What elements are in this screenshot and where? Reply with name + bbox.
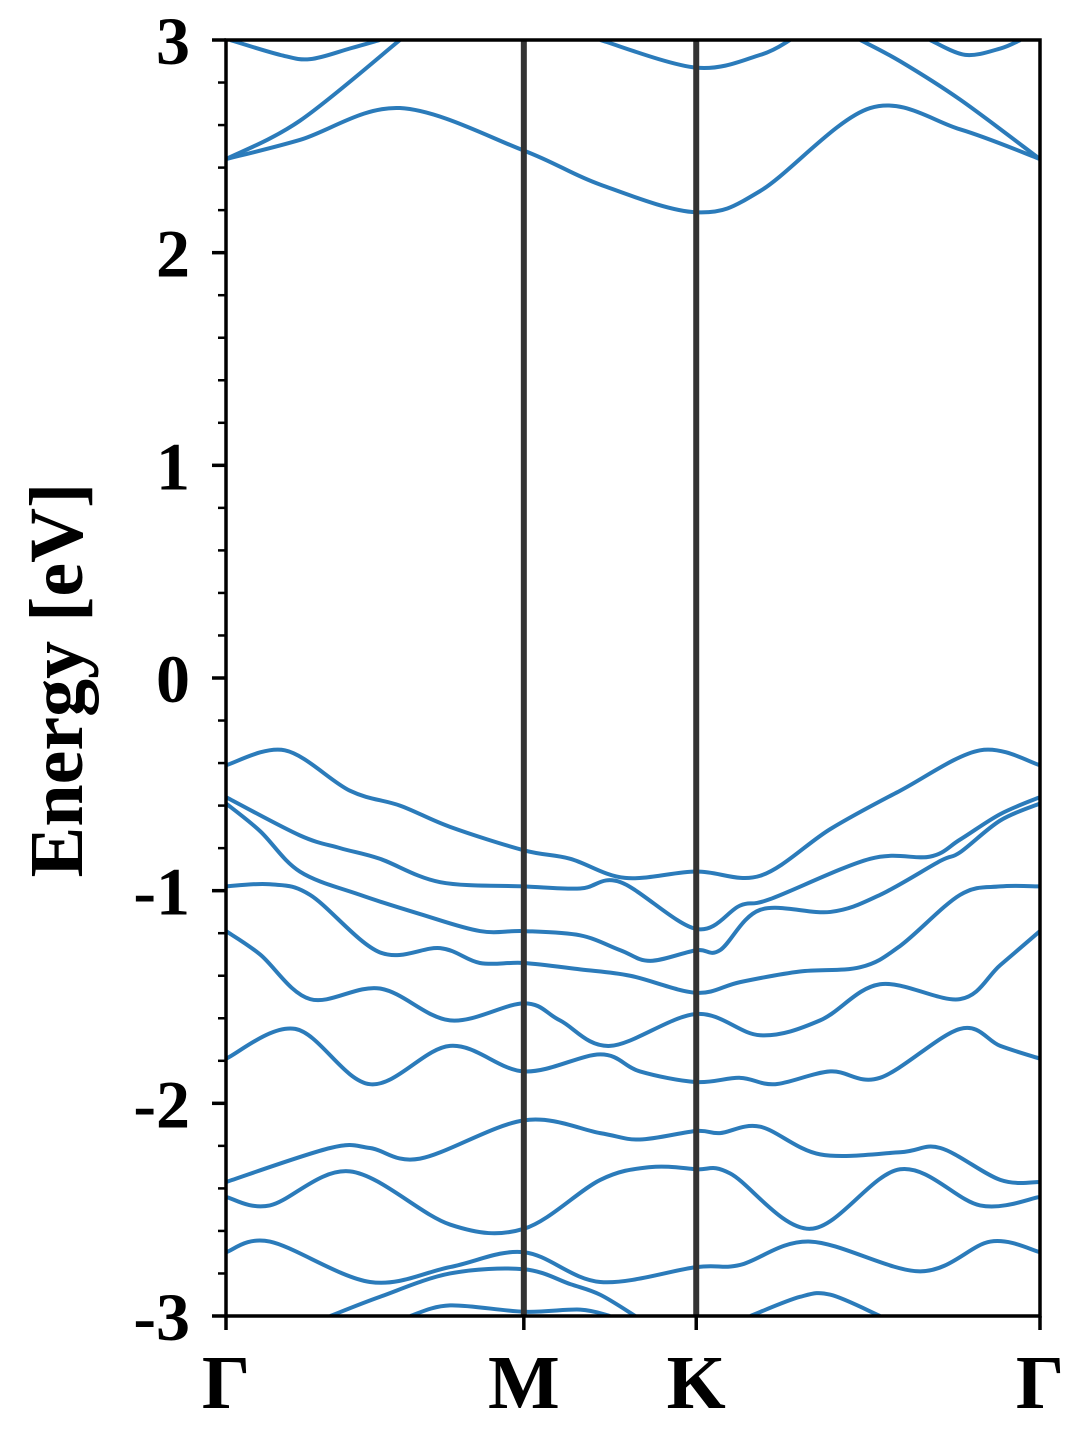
y-axis: -3 -2 -1 0 1 2 3 xyxy=(133,3,226,1355)
y-tick-label: 1 xyxy=(156,428,190,504)
y-tick-label: -2 xyxy=(133,1066,190,1142)
y-tick-label: 2 xyxy=(156,216,190,292)
band-6 xyxy=(226,1025,1040,1087)
band-15 xyxy=(859,40,1040,161)
band-12 xyxy=(749,1291,881,1316)
band-2 xyxy=(226,795,1040,932)
x-tick-label: Γ xyxy=(202,1341,250,1425)
band-14 xyxy=(226,40,402,161)
y-tick-label: -3 xyxy=(133,1279,190,1355)
band-18 xyxy=(929,40,1022,58)
band-16 xyxy=(229,40,381,62)
x-tick-label: Γ xyxy=(1016,1341,1064,1425)
band-7 xyxy=(226,1117,1040,1185)
y-tick-label: 3 xyxy=(156,3,190,79)
band-5 xyxy=(226,929,1040,1048)
x-tick-label: K xyxy=(667,1341,726,1425)
plot-frame xyxy=(224,38,1042,1318)
bands-layer xyxy=(226,40,1040,1316)
band-1 xyxy=(226,747,1040,881)
y-axis-label: Energy [eV] xyxy=(15,483,99,878)
band-4 xyxy=(226,881,1040,995)
band-3 xyxy=(226,801,1040,963)
x-tick-label: M xyxy=(488,1341,560,1425)
y-tick-label: 0 xyxy=(156,641,190,717)
band-9 xyxy=(226,1238,1040,1285)
y-tick-label: -1 xyxy=(133,854,190,930)
high-symmetry-dividers xyxy=(520,40,700,1316)
band-8 xyxy=(226,1164,1040,1236)
band-17 xyxy=(599,40,792,71)
band-13 xyxy=(226,103,1040,215)
